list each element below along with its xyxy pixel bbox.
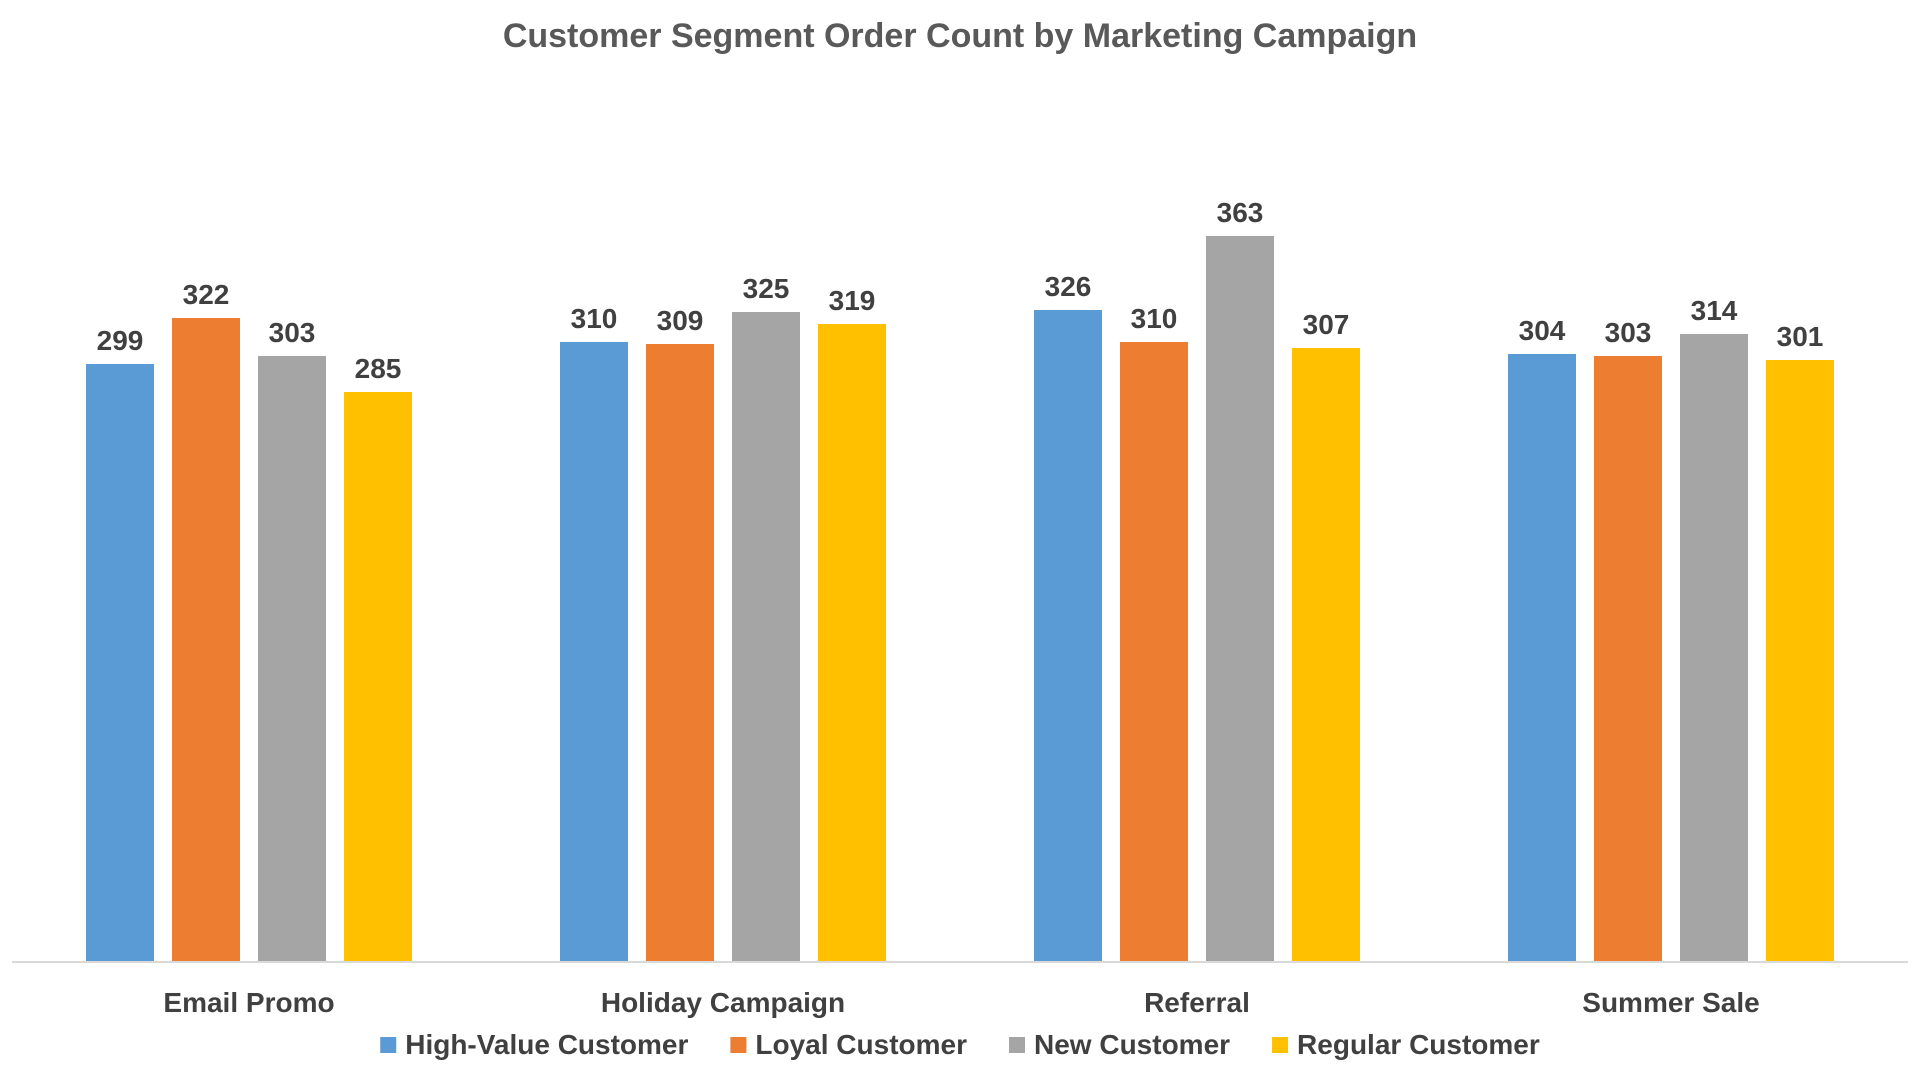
- data-label-regular-customer-email-promo: 285: [355, 353, 402, 384]
- legend-swatch-loyal-customer: [730, 1037, 747, 1053]
- x-axis-tick-labels: Email Promo Holiday Campaign Referral Summe…: [163, 987, 1759, 1018]
- data-label-high-value-customer-holiday-campaign: 310: [571, 303, 618, 334]
- bar-regular-customer-email-promo: [344, 392, 412, 962]
- legend-label-high-value-customer: High-Value Customer: [405, 1029, 688, 1060]
- legend-swatch-high-value-customer: [380, 1037, 397, 1053]
- bar-high-value-customer-referral: [1034, 310, 1102, 962]
- legend-label-new-customer: New Customer: [1034, 1029, 1230, 1060]
- legend-swatch-regular-customer: [1272, 1037, 1289, 1053]
- data-label-new-customer-summer-sale: 314: [1691, 295, 1738, 326]
- x-tick-label-summer-sale: Summer Sale: [1582, 987, 1759, 1018]
- legend-swatch-new-customer: [1009, 1037, 1026, 1053]
- bar-regular-customer-referral: [1292, 348, 1360, 962]
- data-label-loyal-customer-referral: 310: [1131, 303, 1178, 334]
- data-label-new-customer-email-promo: 303: [269, 317, 316, 348]
- data-label-regular-customer-referral: 307: [1303, 309, 1350, 340]
- data-label-new-customer-referral: 363: [1217, 197, 1264, 228]
- data-label-high-value-customer-referral: 326: [1045, 271, 1092, 302]
- bar-loyal-customer-summer-sale: [1594, 356, 1662, 962]
- bar-high-value-customer-holiday-campaign: [560, 342, 628, 962]
- bar-new-customer-referral: [1206, 236, 1274, 962]
- bar-new-customer-email-promo: [258, 356, 326, 962]
- legend-item-regular-customer: Regular Customer: [1272, 1029, 1540, 1060]
- data-label-loyal-customer-summer-sale: 303: [1605, 317, 1652, 348]
- data-label-new-customer-holiday-campaign: 325: [743, 273, 790, 304]
- bar-new-customer-holiday-campaign: [732, 312, 800, 962]
- data-label-high-value-customer-summer-sale: 304: [1519, 315, 1566, 346]
- data-label-regular-customer-holiday-campaign: 319: [829, 285, 876, 316]
- bar-regular-customer-summer-sale: [1766, 360, 1834, 962]
- data-label-loyal-customer-email-promo: 322: [183, 279, 230, 310]
- data-label-regular-customer-summer-sale: 301: [1777, 321, 1824, 352]
- chart-title: Customer Segment Order Count by Marketin…: [503, 17, 1417, 55]
- bar-high-value-customer-email-promo: [86, 364, 154, 962]
- legend-item-high-value-customer: High-Value Customer: [380, 1029, 688, 1060]
- bar-loyal-customer-referral: [1120, 342, 1188, 962]
- plot-area: 299 322 303 285 310 309 325 319 326 310 363 307 304 3…: [86, 197, 1834, 962]
- legend-item-loyal-customer: Loyal Customer: [730, 1029, 967, 1060]
- x-tick-label-email-promo: Email Promo: [163, 987, 334, 1018]
- bar-loyal-customer-holiday-campaign: [646, 344, 714, 962]
- x-tick-label-holiday-campaign: Holiday Campaign: [601, 987, 845, 1018]
- data-label-loyal-customer-holiday-campaign: 309: [657, 305, 704, 336]
- legend-item-new-customer: New Customer: [1009, 1029, 1230, 1060]
- bar-new-customer-summer-sale: [1680, 334, 1748, 962]
- legend: High-Value Customer Loyal Customer New Cus…: [380, 1029, 1540, 1060]
- bar-high-value-customer-summer-sale: [1508, 354, 1576, 962]
- legend-label-regular-customer: Regular Customer: [1297, 1029, 1540, 1060]
- bar-loyal-customer-email-promo: [172, 318, 240, 962]
- x-tick-label-referral: Referral: [1144, 987, 1250, 1018]
- bar-regular-customer-holiday-campaign: [818, 324, 886, 962]
- data-label-high-value-customer-email-promo: 299: [97, 325, 144, 356]
- legend-label-loyal-customer: Loyal Customer: [755, 1029, 967, 1060]
